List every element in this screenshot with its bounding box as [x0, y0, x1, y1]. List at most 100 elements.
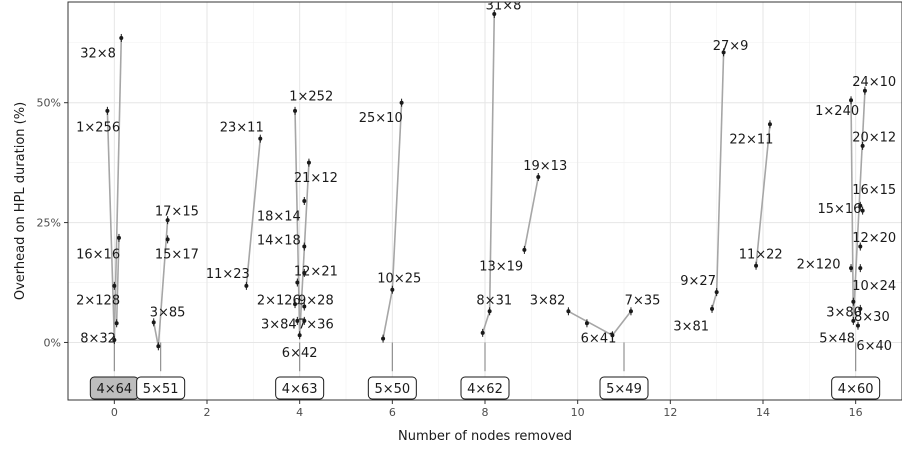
data-point [295, 318, 300, 323]
data-point [849, 266, 854, 271]
point-label: 16×16 [76, 248, 120, 263]
data-point [628, 309, 633, 314]
point-label: 10×24 [852, 279, 896, 294]
x-tick-label: 16 [849, 406, 863, 419]
data-point [522, 247, 527, 252]
series-line [115, 237, 120, 324]
point-label: 3×80 [826, 305, 862, 320]
point-label: 3×85 [150, 305, 186, 320]
y-axis-title: Overhead on HPL duration (%) [13, 102, 28, 300]
data-point [156, 344, 161, 349]
series-line [113, 37, 123, 341]
y-tick-label: 0% [44, 336, 61, 349]
data-point [390, 287, 395, 292]
group-label: 5×50 [374, 382, 410, 397]
point-label: 5×48 [819, 332, 855, 347]
series-line [711, 291, 718, 310]
point-label: 21×12 [294, 171, 338, 186]
group-label-box [831, 376, 881, 400]
point-label: 14×18 [257, 233, 301, 248]
point-label: 3×84 [261, 317, 297, 332]
data-point [165, 237, 170, 242]
data-point [258, 136, 263, 141]
data-point [849, 98, 854, 103]
point-label: 9×27 [680, 274, 716, 289]
point-label: 2×120 [797, 257, 841, 272]
series-line [488, 13, 496, 312]
group-label-box [367, 376, 417, 400]
data-point [858, 203, 863, 208]
data-point [710, 306, 715, 311]
group-label: 4×64 [96, 382, 132, 397]
point-label: 20×12 [852, 130, 896, 145]
data-point [754, 263, 759, 268]
series-line [294, 110, 301, 336]
point-label: 9×28 [298, 293, 334, 308]
data-point [399, 100, 404, 105]
x-tick-label: 0 [111, 406, 118, 419]
point-label: 24×10 [852, 75, 896, 90]
point-label: 23×11 [220, 121, 264, 136]
data-point [302, 270, 307, 275]
point-label: 18×14 [257, 209, 301, 224]
point-label: 11×22 [739, 248, 783, 263]
series-line [715, 52, 725, 293]
data-point [293, 302, 298, 307]
data-point [295, 280, 300, 285]
data-point [381, 336, 386, 341]
series-line [245, 138, 262, 286]
point-label: 2×126 [257, 293, 301, 308]
data-point [244, 283, 249, 288]
point-label: 17×15 [155, 205, 199, 220]
point-label: 3×82 [530, 293, 566, 308]
x-tick-label: 2 [204, 406, 211, 419]
data-point [860, 208, 865, 213]
data-point [860, 143, 865, 148]
data-point [721, 50, 726, 55]
series-line [568, 310, 613, 336]
point-label: 1×240 [815, 104, 859, 119]
data-point [858, 306, 863, 311]
point-label: 13×19 [479, 260, 523, 275]
series-line [523, 176, 540, 251]
group-label: 5×49 [606, 382, 642, 397]
data-point [851, 299, 856, 304]
data-point [714, 290, 719, 295]
group-label-box [599, 376, 649, 400]
data-point [302, 318, 307, 323]
data-point [151, 320, 156, 325]
data-point [610, 333, 615, 338]
data-point [492, 11, 497, 16]
point-label: 6×41 [581, 332, 617, 347]
point-label: 22×11 [729, 133, 773, 148]
data-point [302, 304, 307, 309]
series-line [611, 310, 632, 336]
group-label-box [460, 376, 510, 400]
data-point [480, 330, 485, 335]
plot-layer: 8×32 2×128 16×16 1×256 32×8 3×85 15×17 17×15 11×… [76, 2, 896, 400]
data-point [119, 35, 124, 40]
group-label: 4×63 [282, 382, 318, 397]
group-label: 4×60 [838, 382, 874, 397]
point-label: 27×9 [713, 39, 749, 54]
series-line [850, 100, 855, 321]
data-point [114, 321, 119, 326]
data-point [858, 266, 863, 271]
data-point [293, 108, 298, 113]
point-label: 1×252 [289, 90, 333, 105]
point-label: 12×21 [294, 265, 338, 280]
data-point [487, 309, 492, 314]
point-label: 10×25 [377, 272, 421, 287]
data-point [584, 321, 589, 326]
data-point [855, 323, 860, 328]
group-label-box [275, 376, 325, 400]
data-point [851, 318, 856, 323]
series-line [391, 102, 403, 290]
data-point [116, 235, 121, 240]
series-line [152, 322, 160, 347]
series-line [481, 311, 491, 334]
data-point [536, 175, 541, 180]
x-axis-title: Number of nodes removed [398, 429, 572, 444]
